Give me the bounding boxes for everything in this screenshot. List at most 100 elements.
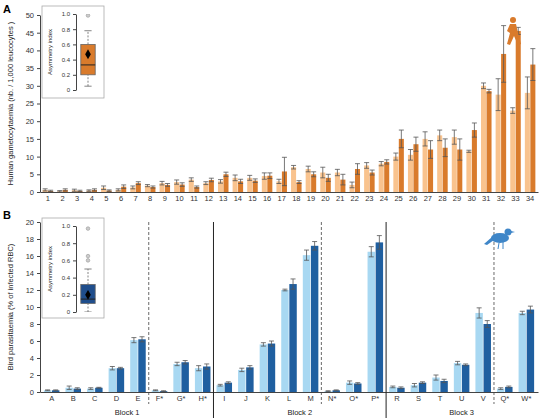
y-tick: 0 bbox=[30, 188, 40, 197]
error-bar bbox=[525, 77, 530, 109]
y-tick-mark bbox=[73, 260, 76, 261]
error-bar bbox=[487, 89, 492, 93]
x-tick: C bbox=[92, 392, 98, 403]
error-bar-cap bbox=[180, 186, 185, 187]
group-label: Block 3 bbox=[449, 408, 474, 417]
bar bbox=[335, 173, 340, 192]
bird-icon-part bbox=[511, 231, 515, 233]
error-bar-cap bbox=[110, 369, 115, 370]
error-bar-cap bbox=[136, 181, 141, 182]
x-tick: 13 bbox=[219, 192, 227, 203]
error-bar-cap bbox=[189, 181, 194, 182]
error-bar-cap bbox=[530, 48, 535, 49]
error-bar-cap bbox=[437, 130, 442, 131]
error-bar bbox=[320, 167, 325, 178]
error-bar-cap bbox=[253, 182, 258, 183]
x-tick: F* bbox=[156, 392, 164, 403]
error-bar-cap bbox=[413, 151, 418, 152]
whisker-low bbox=[88, 303, 89, 312]
error-bar-cap bbox=[118, 369, 123, 370]
x-tick: 22 bbox=[351, 192, 359, 203]
error-bar-stem bbox=[185, 361, 186, 364]
x-axis-line bbox=[41, 192, 539, 193]
error-bar-cap bbox=[433, 380, 438, 381]
y-tick-label: 25 bbox=[26, 99, 34, 108]
chart-root: 1234567891011121314151617181920212223242… bbox=[0, 0, 543, 419]
error-bar-cap bbox=[297, 180, 302, 181]
y-tick: 0 bbox=[67, 309, 76, 315]
error-bar-cap bbox=[485, 327, 490, 328]
y-tick: 35 bbox=[26, 64, 40, 73]
error-bar-cap bbox=[413, 137, 418, 138]
error-bar-stem bbox=[299, 181, 300, 184]
error-bar bbox=[48, 190, 53, 191]
whisker-cap-high bbox=[84, 30, 91, 31]
x-tick-label: 19 bbox=[307, 194, 315, 203]
error-bar-cap bbox=[370, 170, 375, 171]
error-bar-cap bbox=[77, 191, 82, 192]
bar bbox=[165, 185, 170, 192]
x-tick-label: U bbox=[459, 394, 464, 403]
error-bar-cap bbox=[466, 152, 471, 153]
error-bar-cap bbox=[194, 188, 199, 189]
error-bar-cap bbox=[180, 182, 185, 183]
error-bar-stem bbox=[357, 164, 358, 175]
error-bar-stem bbox=[306, 250, 307, 260]
error-bar-stem bbox=[445, 139, 446, 157]
x-tick-label: J bbox=[244, 394, 248, 403]
error-bar bbox=[496, 79, 501, 111]
error-bar bbox=[130, 186, 135, 189]
error-bar bbox=[174, 180, 179, 184]
y-axis-title: Asymmetry index bbox=[47, 29, 53, 75]
error-bar-cap bbox=[457, 160, 462, 161]
x-tick: T bbox=[438, 392, 443, 403]
error-bar-cap bbox=[528, 306, 533, 307]
error-bar bbox=[131, 338, 136, 343]
y-tick: 1.0 bbox=[62, 11, 76, 17]
x-tick: G* bbox=[177, 392, 186, 403]
y-axis: 05101520253035404550 bbox=[26, 11, 41, 197]
x-tick: S bbox=[416, 392, 421, 403]
bird-icon-part bbox=[498, 242, 503, 249]
bar bbox=[209, 180, 214, 192]
whisker-low bbox=[88, 75, 89, 86]
error-bar-cap bbox=[92, 190, 97, 191]
error-bar bbox=[282, 289, 287, 291]
error-bar bbox=[393, 153, 398, 160]
bar bbox=[297, 182, 302, 192]
bird-icon-part bbox=[505, 229, 512, 236]
error-bar-cap bbox=[233, 180, 238, 181]
error-bar bbox=[269, 341, 274, 346]
bar bbox=[354, 384, 361, 393]
error-bar-stem bbox=[328, 174, 329, 181]
x-tick: E bbox=[135, 392, 140, 403]
error-bar-cap bbox=[443, 138, 448, 139]
error-bar-stem bbox=[379, 236, 380, 250]
median bbox=[81, 64, 95, 65]
bar bbox=[150, 187, 155, 192]
error-bar bbox=[239, 368, 244, 371]
error-bar bbox=[88, 388, 93, 390]
y-tick-label: 35 bbox=[26, 64, 34, 73]
error-bar-cap bbox=[384, 164, 389, 165]
error-bar bbox=[443, 139, 448, 157]
x-tick-label: 14 bbox=[234, 194, 242, 203]
panel-label: A bbox=[3, 3, 11, 15]
error-bar bbox=[63, 189, 68, 191]
error-bar-cap bbox=[297, 183, 302, 184]
error-bar-cap bbox=[53, 390, 58, 391]
error-bar-stem bbox=[176, 180, 177, 184]
x-tick: 11 bbox=[190, 192, 198, 203]
error-bar-stem bbox=[167, 184, 168, 187]
x-tick-label: O* bbox=[349, 394, 358, 403]
error-bar-cap bbox=[140, 341, 145, 342]
error-bar bbox=[364, 163, 369, 169]
error-bar-cap bbox=[233, 175, 238, 176]
y-tick: 0.6 bbox=[62, 258, 76, 264]
error-bar bbox=[203, 182, 208, 185]
error-bar-cap bbox=[86, 191, 91, 192]
outlier bbox=[86, 259, 90, 263]
error-bar bbox=[253, 179, 258, 183]
error-bar-cap bbox=[136, 184, 141, 185]
human-icon-part bbox=[507, 24, 521, 45]
